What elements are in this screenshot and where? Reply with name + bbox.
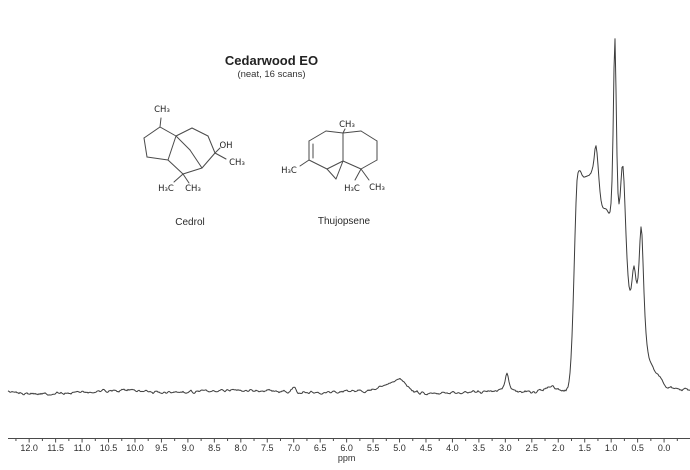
x-tick-label: 11.0 [74,443,91,453]
bond-line [189,149,203,169]
atom-group-label: CH₃ [185,184,201,194]
bond-line [342,160,362,170]
bond-line [326,168,337,180]
cedrol-structure: CH₃ OH CH₃ H₃C CH₃ Cedrol [143,105,245,228]
x-tick-label: 6.0 [340,443,353,453]
bond-line [360,159,378,170]
bond-line [335,160,344,180]
bond-line [167,159,184,175]
x-tick-label: 5.0 [393,443,406,453]
x-tick-label: 4.5 [420,443,433,453]
bond-line [325,130,344,134]
x-tick-label: 11.5 [47,443,64,453]
chart-title: Cedarwood EO [224,53,319,68]
x-tick-label: 1.5 [578,443,591,453]
x-axis-unit-label: ppm [338,453,356,463]
x-tick-label: 3.0 [499,443,512,453]
x-tick-label: 3.5 [473,443,486,453]
bond-line [214,147,221,154]
x-tick-label: 0.0 [658,443,671,453]
bond-line [207,135,216,154]
bond-line [342,130,362,134]
bond-line [182,173,190,184]
bond-line [299,159,310,167]
bond-line [308,130,327,142]
x-tick-label: 1.0 [605,443,618,453]
bond-line [342,128,346,134]
bond-line [191,127,209,137]
x-tick-label: 9.0 [182,443,195,453]
x-tick-label: 2.5 [526,443,539,453]
bond-line [173,173,184,183]
chart-subtitle: (neat, 16 scans) [237,69,306,80]
bond-line [143,137,148,158]
bond-line [201,152,216,169]
molecule-name-label: Cedrol [175,217,204,228]
atom-group-label: CH₃ [154,105,170,115]
bond-line [360,130,378,142]
x-tick-label: 0.5 [631,443,644,453]
x-tick-label: 4.0 [446,443,459,453]
x-tick-label: 2.0 [552,443,565,453]
bond-line [175,127,193,137]
x-tick-label: 8.0 [235,443,248,453]
bond-line [308,159,328,170]
atom-group-label: OH [219,141,232,151]
bond-line [182,167,203,175]
x-tick-label: 8.5 [208,443,221,453]
bond-line [354,168,362,181]
x-tick-label: 7.5 [261,443,274,453]
x-tick-label: 10.0 [126,443,144,453]
bond-line [146,156,169,161]
atom-group-label: H₃C [281,166,297,176]
bond-line [175,135,191,151]
atom-group-label: CH₃ [369,183,385,193]
molecule-name-label: Thujopsene [318,216,371,227]
bond-line [214,152,227,160]
spectrum-trace [7,38,690,396]
bond-line [167,135,177,161]
atom-group-label: H₃C [344,184,360,194]
atom-group-label: CH₃ [339,120,355,130]
x-tick-label: 6.5 [314,443,327,453]
atom-group-label: CH₃ [229,158,245,168]
bond-line [360,168,370,181]
thujopsene-structure: CH₃ H₃C H₃C CH₃ Thujopsene [281,120,385,227]
bond-line [159,126,177,137]
bond-line [159,117,162,128]
x-tick-label: 9.5 [155,443,168,453]
x-tick-label: 10.5 [100,443,118,453]
bond-line [143,126,161,139]
atom-group-label: H₃C [158,184,174,194]
x-tick-label: 12.0 [20,443,38,453]
bond-line [326,160,344,170]
x-tick-label: 5.5 [367,443,380,453]
x-tick-label: 7.0 [287,443,300,453]
